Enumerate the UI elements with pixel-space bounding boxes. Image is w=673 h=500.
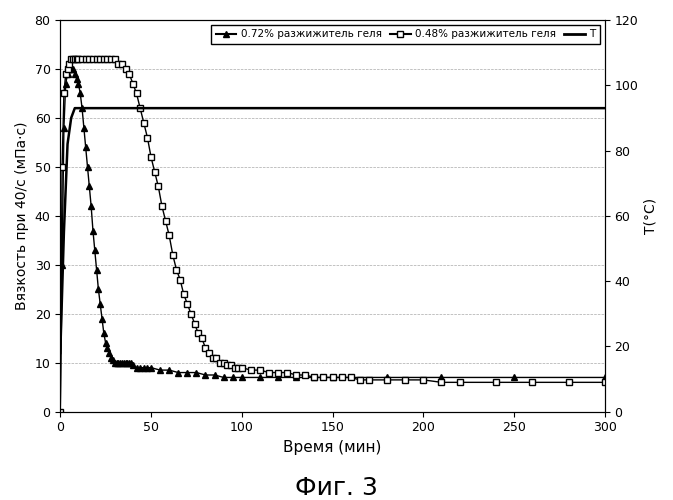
X-axis label: Время (мин): Время (мин) (283, 440, 382, 455)
Legend: 0.72% разжижитель геля, 0.48% разжижитель геля, Т: 0.72% разжижитель геля, 0.48% разжижител… (211, 25, 600, 44)
Y-axis label: Т(°С): Т(°С) (644, 198, 658, 234)
Text: Фиг. 3: Фиг. 3 (295, 476, 378, 500)
Y-axis label: Вязкость при 40/с (мПа·с): Вязкость при 40/с (мПа·с) (15, 122, 29, 310)
